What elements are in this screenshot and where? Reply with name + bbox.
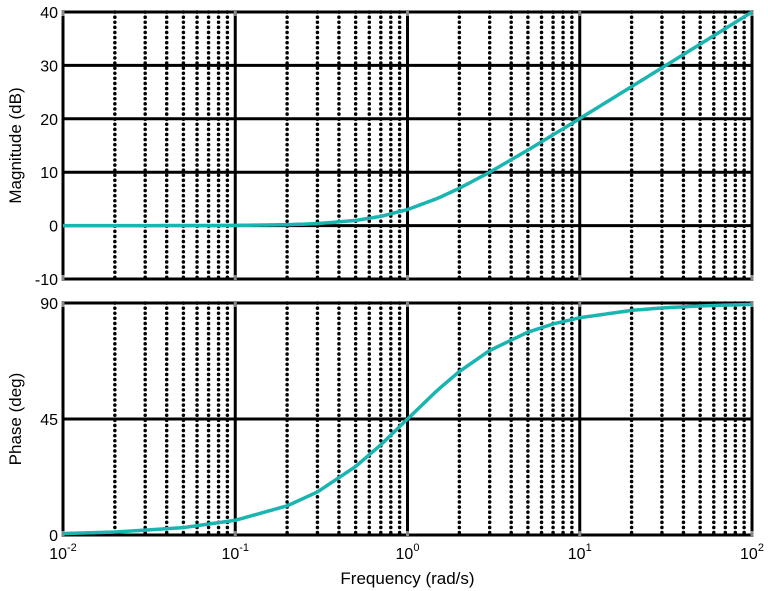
- x-tick-exponent: -2: [67, 542, 77, 554]
- x-tick-label: 10-1: [221, 542, 249, 563]
- y-tick-label: -10: [35, 272, 58, 289]
- series-line: [63, 10, 753, 228]
- x-tick-exponent: 1: [586, 542, 592, 554]
- y-tick-label: 10: [40, 165, 58, 182]
- series-line: [62, 302, 753, 536]
- y-tick-label: 0: [49, 528, 58, 545]
- phase-panel: 0 45 90 Phase (deg): [6, 296, 754, 545]
- x-tick-exponent: -1: [239, 542, 249, 554]
- x-tick-base: 10: [221, 546, 239, 563]
- x-tick-label: 102: [740, 542, 764, 563]
- x-tick-label: 10-2: [49, 542, 77, 563]
- magnitude-panel: -10 0 10 20 30 40 Magnitude (dB): [6, 5, 754, 289]
- y-tick-label: 0: [49, 219, 58, 236]
- y-tick-label: 30: [40, 58, 58, 75]
- y-tick-label: 90: [40, 296, 58, 313]
- x-tick-exponent: 0: [413, 542, 419, 554]
- y-tick-label: 20: [40, 112, 58, 129]
- x-tick-label: 101: [568, 542, 592, 563]
- x-tick-base: 10: [49, 546, 67, 563]
- x-tick-base: 10: [740, 546, 758, 563]
- y-axis-label: Magnitude (dB): [6, 87, 25, 203]
- x-tick-base: 10: [396, 546, 414, 563]
- y-tick-label: 45: [40, 412, 58, 429]
- x-tick-label: 100: [396, 542, 420, 563]
- y-tick-label: 40: [40, 5, 58, 22]
- x-tick-base: 10: [568, 546, 586, 563]
- x-axis-label: Frequency (rad/s): [340, 569, 474, 588]
- x-tick-exponent: 2: [758, 542, 764, 554]
- y-axis-label: Phase (deg): [6, 373, 25, 466]
